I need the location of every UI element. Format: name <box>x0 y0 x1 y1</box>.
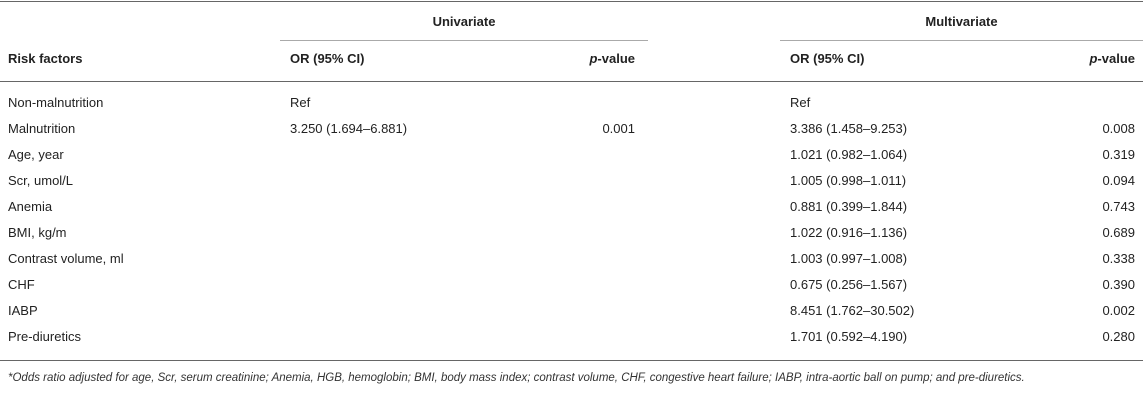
row-label: Pre-diuretics <box>8 329 81 344</box>
row-label: Anemia <box>8 199 53 214</box>
cell: Ref <box>790 95 811 110</box>
cell: 0.338 <box>1102 251 1135 266</box>
cell: 8.451 (1.762–30.502) <box>790 303 915 318</box>
row-label: CHF <box>8 277 35 292</box>
cell: 0.008 <box>1102 121 1135 136</box>
column-header: p-value <box>589 51 635 66</box>
cell: 1.005 (0.998–1.011) <box>790 173 907 188</box>
group-rule <box>780 40 1143 41</box>
cell: 3.250 (1.694–6.881) <box>290 121 408 136</box>
column-header: OR (95% CI) <box>790 51 865 66</box>
cell: 0.094 <box>1102 173 1135 188</box>
row-label: IABP <box>8 303 38 318</box>
cell: 1.021 (0.982–1.064) <box>790 147 908 162</box>
column-header: OR (95% CI) <box>290 51 365 66</box>
footnote: *Odds ratio adjusted for age, Scr, serum… <box>8 372 1025 384</box>
cell: 1.022 (0.916–1.136) <box>790 225 908 240</box>
cell: 0.675 (0.256–1.567) <box>790 277 908 292</box>
cell: 3.386 (1.458–9.253) <box>790 121 908 136</box>
row-label: Contrast volume, ml <box>8 251 124 266</box>
column-header: Risk factors <box>8 51 83 66</box>
row-label: BMI, kg/m <box>8 225 67 240</box>
cell: 1.701 (0.592–4.190) <box>790 329 908 344</box>
cell: 0.280 <box>1102 329 1135 344</box>
cell: 1.003 (0.997–1.008) <box>790 251 908 266</box>
row-label: Age, year <box>8 147 64 162</box>
row-label: Scr, umol/L <box>8 173 74 188</box>
bottom-rule <box>0 360 1143 361</box>
row-label: Malnutrition <box>8 121 76 136</box>
row-label: Non-malnutrition <box>8 95 104 110</box>
top-rule <box>0 1 1143 2</box>
cell: 0.689 <box>1102 225 1135 240</box>
group-header: Univariate <box>432 14 496 29</box>
column-header: p-value <box>1089 51 1135 66</box>
cell: 0.319 <box>1102 147 1135 162</box>
cell: 0.743 <box>1102 199 1135 214</box>
cell: Ref <box>290 95 311 110</box>
cell: 0.390 <box>1102 277 1135 292</box>
group-rule <box>280 40 648 41</box>
group-header: Multivariate <box>925 14 998 29</box>
cell: 0.001 <box>602 121 635 136</box>
cell: 0.881 (0.399–1.844) <box>790 199 908 214</box>
header-rule <box>0 81 1143 82</box>
cell: 0.002 <box>1102 303 1135 318</box>
